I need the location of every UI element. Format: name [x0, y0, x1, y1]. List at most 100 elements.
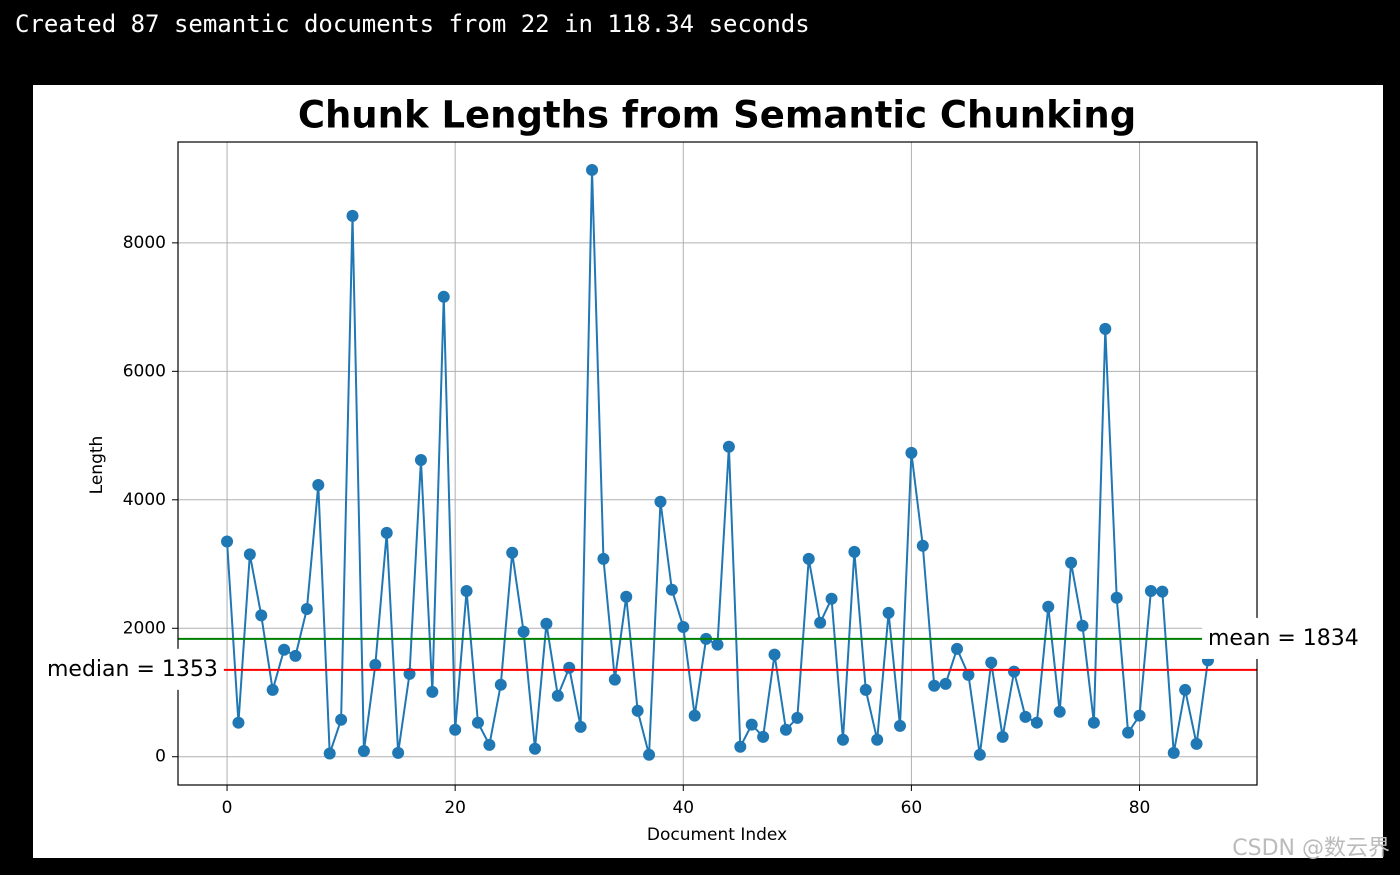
data-point: [722, 440, 735, 453]
reference-label-background: [41, 648, 224, 690]
data-point: [951, 642, 964, 655]
y-tick-label: 4000: [123, 490, 166, 510]
data-point: [1019, 710, 1032, 723]
data-point: [1008, 665, 1021, 678]
data-point: [620, 590, 633, 603]
data-point: [1179, 683, 1192, 696]
data-point: [985, 656, 998, 669]
data-point: [928, 679, 941, 692]
data-point: [517, 625, 530, 638]
data-point: [346, 209, 359, 222]
chart-title: Chunk Lengths from Semantic Chunking: [298, 94, 1136, 137]
data-point: [791, 711, 804, 724]
x-tick-label: 80: [1129, 798, 1151, 818]
data-point: [529, 742, 542, 755]
data-point: [380, 526, 393, 539]
watermark: CSDN @数云界: [1232, 836, 1390, 861]
y-tick-label: 0: [155, 747, 166, 767]
x-tick-label: 0: [222, 798, 233, 818]
figure-background: [33, 85, 1383, 858]
y-tick-label: 6000: [123, 361, 166, 381]
data-point: [369, 658, 382, 671]
data-point: [1065, 556, 1078, 569]
data-point: [631, 704, 644, 717]
data-point: [586, 163, 599, 176]
data-point: [471, 716, 484, 729]
data-point: [392, 746, 405, 759]
data-point: [243, 548, 256, 561]
data-point: [711, 638, 724, 651]
data-point: [1167, 746, 1180, 759]
data-point: [882, 606, 895, 619]
reference-label: median = 1353: [47, 657, 218, 682]
data-point: [323, 747, 336, 760]
data-point: [962, 668, 975, 681]
data-point: [916, 539, 929, 552]
data-point: [221, 535, 234, 548]
data-point: [1087, 716, 1100, 729]
data-point: [300, 602, 313, 615]
reference-label-group: mean = 1834: [1202, 617, 1365, 659]
data-point: [905, 446, 918, 459]
data-point: [449, 723, 462, 736]
data-point: [688, 709, 701, 722]
data-point: [278, 643, 291, 656]
data-point: [403, 667, 416, 680]
data-point: [768, 648, 781, 661]
data-point: [414, 453, 427, 466]
data-point: [643, 748, 656, 761]
data-point: [1053, 705, 1066, 718]
reference-label-background: [1202, 617, 1365, 659]
data-point: [939, 677, 952, 690]
data-point: [289, 649, 302, 662]
data-point: [1110, 591, 1123, 604]
data-point: [848, 545, 861, 558]
data-point: [255, 609, 268, 622]
data-point: [608, 673, 621, 686]
x-tick-label: 60: [901, 798, 923, 818]
data-point: [654, 495, 667, 508]
data-point: [814, 616, 827, 629]
data-point: [1122, 726, 1135, 739]
data-point: [973, 748, 986, 761]
data-point: [859, 683, 872, 696]
data-point: [551, 689, 564, 702]
data-point: [437, 290, 450, 303]
data-point: [893, 719, 906, 732]
y-tick-label: 2000: [123, 618, 166, 638]
data-point: [1076, 619, 1089, 632]
y-tick-label: 8000: [123, 233, 166, 253]
data-point: [483, 738, 496, 751]
data-point: [312, 479, 325, 492]
data-point: [1190, 737, 1203, 750]
x-tick-label: 20: [444, 798, 466, 818]
data-point: [1133, 709, 1146, 722]
data-point: [540, 617, 553, 630]
data-point: [460, 585, 473, 598]
data-point: [1099, 322, 1112, 335]
data-point: [563, 661, 576, 674]
data-point: [802, 552, 815, 565]
data-point: [1030, 716, 1043, 729]
data-point: [266, 683, 279, 696]
x-axis-label: Document Index: [647, 825, 787, 845]
data-point: [677, 620, 690, 633]
data-point: [779, 723, 792, 736]
data-point: [1156, 585, 1169, 598]
data-point: [757, 730, 770, 743]
data-point: [1042, 600, 1055, 613]
data-point: [335, 713, 348, 726]
data-point: [1144, 585, 1157, 598]
plot-frame: [177, 141, 1258, 786]
data-point: [665, 583, 678, 596]
console-output: Created 87 semantic documents from 22 in…: [15, 10, 810, 38]
data-point: [745, 718, 758, 731]
x-tick-label: 40: [672, 798, 694, 818]
data-point: [357, 744, 370, 757]
data-point: [871, 733, 884, 746]
data-point: [494, 678, 507, 691]
reference-label: mean = 1834: [1208, 626, 1359, 651]
y-axis-label: Length: [87, 436, 107, 495]
